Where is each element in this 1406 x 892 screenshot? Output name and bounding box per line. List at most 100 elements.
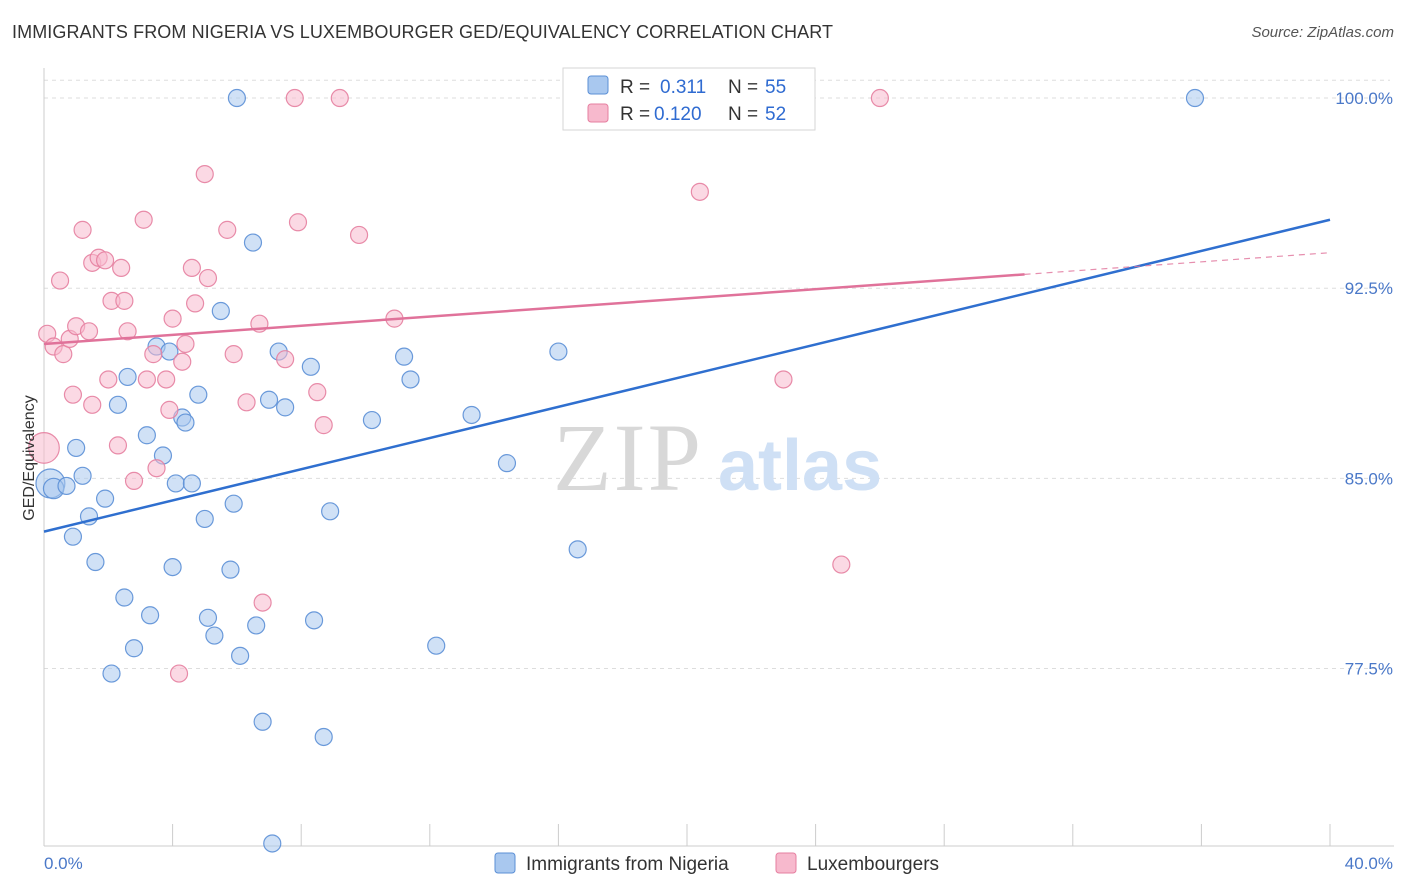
point-luxembourgers-32 bbox=[186, 294, 205, 313]
point-nigeria-27 bbox=[205, 626, 224, 645]
trend-line-luxembourgers bbox=[43, 273, 1025, 346]
point-nigeria-5 bbox=[73, 466, 92, 485]
point-nigeria-29 bbox=[221, 560, 240, 579]
legend-n-label-1: N = bbox=[728, 77, 758, 98]
y-tick-labels: 77.5% 85.0% 92.5% 100.0% bbox=[1335, 89, 1393, 678]
legend-r-label-2: R = bbox=[620, 104, 650, 125]
legend-n-value-1: 55 bbox=[765, 77, 786, 98]
point-nigeria-15 bbox=[140, 606, 160, 625]
point-nigeria-44 bbox=[362, 410, 382, 430]
point-nigeria-25 bbox=[195, 509, 214, 529]
point-nigeria-4 bbox=[67, 438, 86, 458]
point-nigeria-39 bbox=[276, 398, 295, 417]
legend-r-label-1: R = bbox=[620, 77, 650, 98]
legend-swatch-luxembourgers bbox=[587, 103, 609, 123]
point-nigeria-23 bbox=[182, 474, 201, 493]
grid-lines bbox=[44, 79, 1390, 670]
point-luxembourgers-46 bbox=[349, 225, 369, 245]
point-luxembourgers-29 bbox=[173, 352, 192, 371]
point-nigeria-51 bbox=[568, 540, 587, 559]
point-nigeria-48 bbox=[462, 405, 481, 425]
point-luxembourgers-27 bbox=[163, 309, 182, 328]
point-luxembourgers-50 bbox=[832, 555, 851, 574]
point-nigeria-46 bbox=[401, 370, 420, 389]
point-luxembourgers-4 bbox=[54, 345, 73, 364]
point-luxembourgers-8 bbox=[73, 220, 92, 239]
point-luxembourgers-48 bbox=[690, 182, 709, 201]
source-label: Source: ZipAtlas.com bbox=[1251, 24, 1394, 41]
point-nigeria-33 bbox=[243, 233, 263, 252]
point-nigeria-47 bbox=[427, 636, 446, 655]
point-luxembourgers-31 bbox=[182, 258, 201, 278]
point-luxembourgers-24 bbox=[147, 459, 166, 478]
point-nigeria-13 bbox=[124, 639, 144, 658]
point-luxembourgers-43 bbox=[308, 383, 327, 402]
point-nigeria-9 bbox=[102, 664, 121, 683]
y-tick-label-0: 77.5% bbox=[1345, 660, 1393, 679]
point-luxembourgers-28 bbox=[169, 664, 189, 683]
point-nigeria-37 bbox=[263, 834, 282, 853]
x-tick-labels: 0.0% 40.0% bbox=[44, 854, 1393, 873]
point-nigeria-30 bbox=[224, 494, 243, 513]
point-nigeria-41 bbox=[304, 611, 324, 630]
point-luxembourgers-16 bbox=[108, 436, 128, 455]
point-luxembourgers-26 bbox=[160, 400, 179, 419]
watermark-atlas: atlas bbox=[718, 426, 882, 506]
legend-r-value-1: 0.311 bbox=[660, 77, 706, 98]
y-axis-label: GED/Equivalency bbox=[21, 395, 38, 520]
point-luxembourgers-42 bbox=[288, 213, 308, 232]
point-nigeria-7 bbox=[86, 552, 105, 572]
point-luxembourgers-51 bbox=[870, 88, 890, 108]
point-luxembourgers-18 bbox=[115, 291, 134, 310]
point-nigeria-12 bbox=[118, 367, 137, 387]
point-luxembourgers-3 bbox=[50, 271, 70, 290]
point-luxembourgers-33 bbox=[195, 164, 214, 184]
point-luxembourgers-35 bbox=[218, 220, 237, 239]
point-nigeria-40 bbox=[301, 357, 320, 376]
trend-line-luxembourgers-extension bbox=[1024, 252, 1331, 275]
point-nigeria-49 bbox=[497, 454, 517, 473]
point-luxembourgers-20 bbox=[124, 471, 144, 490]
point-luxembourgers-22 bbox=[137, 370, 156, 389]
y-tick-label-2: 92.5% bbox=[1345, 279, 1393, 298]
point-nigeria-42 bbox=[314, 727, 333, 747]
point-nigeria-36 bbox=[259, 390, 279, 409]
series-luxembourgers-points bbox=[28, 88, 890, 683]
legend-n-value-2: 52 bbox=[765, 104, 786, 125]
point-luxembourgers-21 bbox=[134, 210, 153, 229]
trend-line-nigeria bbox=[43, 218, 1331, 533]
point-luxembourgers-6 bbox=[63, 385, 83, 404]
point-luxembourgers-23 bbox=[144, 345, 163, 364]
point-luxembourgers-49 bbox=[774, 370, 793, 389]
point-luxembourgers-10 bbox=[83, 395, 102, 414]
point-nigeria-24 bbox=[189, 385, 208, 404]
point-nigeria-2 bbox=[57, 476, 76, 496]
point-nigeria-43 bbox=[321, 502, 340, 521]
point-nigeria-35 bbox=[253, 712, 272, 731]
trend-lines bbox=[43, 218, 1331, 533]
chart-title: IMMIGRANTS FROM NIGERIA VS LUXEMBOURGER … bbox=[12, 22, 834, 42]
point-nigeria-52 bbox=[1185, 88, 1205, 108]
point-luxembourgers-39 bbox=[253, 593, 272, 612]
point-nigeria-22 bbox=[176, 413, 195, 432]
legend-r-value-2: 0.120 bbox=[654, 104, 702, 125]
y-tick-label-3: 100.0% bbox=[1335, 89, 1393, 108]
point-nigeria-3 bbox=[63, 527, 83, 546]
point-nigeria-34 bbox=[247, 616, 266, 635]
point-luxembourgers-40 bbox=[276, 350, 295, 369]
x-tick-label-max: 40.0% bbox=[1345, 854, 1393, 873]
point-luxembourgers-34 bbox=[198, 268, 218, 288]
point-nigeria-8 bbox=[95, 489, 115, 508]
y-tick-label-1: 85.0% bbox=[1345, 469, 1393, 488]
x-tick-label-min: 0.0% bbox=[44, 854, 83, 873]
point-nigeria-20 bbox=[166, 474, 185, 493]
point-luxembourgers-41 bbox=[285, 88, 304, 108]
point-nigeria-32 bbox=[231, 646, 250, 665]
legend-n-label-2: N = bbox=[728, 104, 758, 125]
bottom-legend-swatch-nigeria bbox=[494, 852, 516, 874]
point-nigeria-11 bbox=[115, 588, 134, 607]
point-nigeria-19 bbox=[163, 557, 182, 577]
bottom-legend: Immigrants from Nigeria Luxembourgers bbox=[494, 852, 939, 875]
point-luxembourgers-37 bbox=[237, 393, 256, 412]
point-luxembourgers-30 bbox=[176, 334, 195, 354]
